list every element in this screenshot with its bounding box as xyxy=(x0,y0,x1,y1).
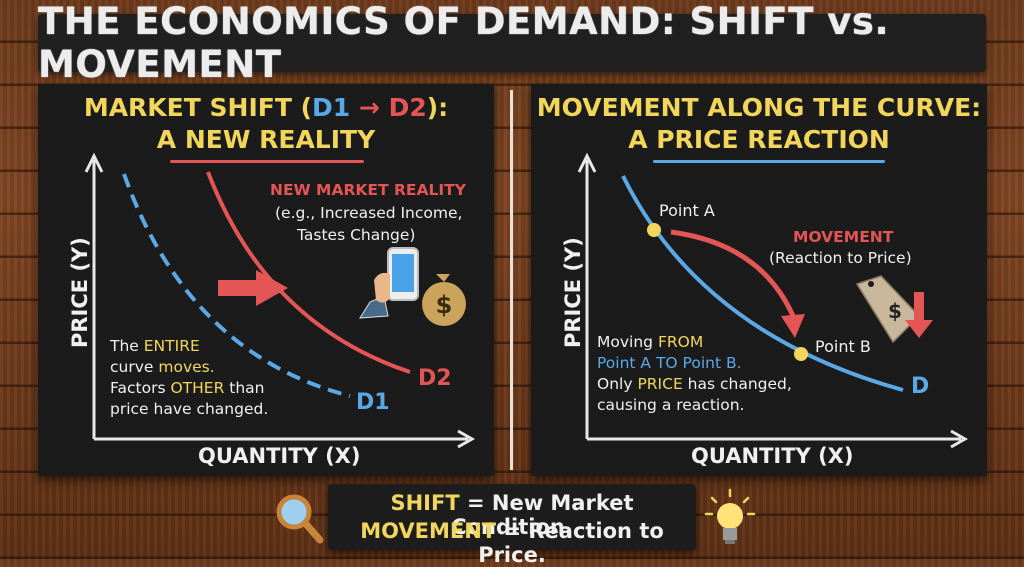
d2-label: D2 xyxy=(418,366,452,391)
movement-note-line1-a: Moving xyxy=(597,333,658,351)
magnifier-icon xyxy=(276,494,324,544)
movement-panel-title-line2: A PRICE REACTION xyxy=(628,125,890,154)
d1-label: D1 xyxy=(356,390,390,415)
movement-y-axis-label: PRICE (Y) xyxy=(561,237,585,348)
title-banner: THE ECONOMICS OF DEMAND: SHIFT vs. MOVEM… xyxy=(38,0,986,86)
movement-arrow xyxy=(670,229,796,318)
shift-note-line2-b: moves. xyxy=(158,358,215,376)
movement-note-line3-c: has changed, xyxy=(682,375,792,393)
movement-y-axis-arrowhead xyxy=(577,152,597,173)
demand-curve-d xyxy=(621,175,904,392)
shift-arrow-icon xyxy=(218,270,288,306)
movement-note-line3-a: Only xyxy=(597,375,638,393)
shift-title-prefix: MARKET SHIFT ( xyxy=(83,93,313,122)
shift-note-line2: curve moves. xyxy=(110,357,268,378)
panel-divider xyxy=(510,90,513,470)
svg-text:$: $ xyxy=(888,299,902,323)
shift-panel-title-line2: A NEW REALITY xyxy=(156,125,376,154)
summary-box: SHIFT = New Market Condition. MOVEMENT =… xyxy=(328,484,696,567)
movement-note-line4: causing a reaction. xyxy=(597,396,745,414)
point-a-marker xyxy=(647,223,661,237)
shift-title-suffix: ): xyxy=(426,93,449,122)
movement-sublabel: (Reaction to Price) xyxy=(769,249,912,267)
summary-shift-definition: = New Market Condition. xyxy=(451,491,634,539)
shift-title-underline xyxy=(170,160,364,163)
shift-y-axis-arrowhead xyxy=(84,152,104,173)
movement-note-line1: Moving FROM xyxy=(597,332,792,353)
point-b-label: Point B xyxy=(815,337,871,356)
shift-title-d1: D1 xyxy=(312,93,351,122)
summary-line-2: MOVEMENT = Reaction to Price. xyxy=(328,519,696,567)
summary-movement-definition: = Reaction to Price. xyxy=(478,519,664,567)
shift-note-line1-a: The xyxy=(110,337,144,355)
movement-x-axis-arrowhead xyxy=(950,429,969,449)
demand-curve-d1 xyxy=(122,173,351,398)
shift-x-axis-label: QUANTITY (X) xyxy=(198,444,361,468)
shift-note-line3: Factors OTHER than xyxy=(110,378,268,399)
movement-chart: $ xyxy=(577,152,969,449)
shift-panel: MARKET SHIFT (D1 → D2): A NEW REALITY $ xyxy=(38,84,494,476)
d-label: D xyxy=(911,374,930,399)
summary-movement-term: MOVEMENT xyxy=(360,519,497,543)
shift-title-arrow-icon: → xyxy=(358,93,380,122)
shift-note-line3-b: OTHER xyxy=(170,379,225,397)
point-b-marker xyxy=(794,347,808,361)
movement-note-line2: Point A TO Point B. xyxy=(597,354,742,372)
movement-x-axis-label: QUANTITY (X) xyxy=(691,444,854,468)
shift-explanation: The ENTIRE curve moves. Factors OTHER th… xyxy=(110,336,268,420)
shift-note-line4: price have changed. xyxy=(110,400,269,418)
movement-arrowhead xyxy=(781,314,805,338)
shift-x-axis-arrowhead xyxy=(457,429,476,449)
movement-note-line1-b: FROM xyxy=(657,333,704,351)
point-a-label: Point A xyxy=(659,201,715,220)
movement-title-underline xyxy=(653,160,885,163)
down-arrow-icon xyxy=(905,292,933,338)
shift-note-line1-b: ENTIRE xyxy=(143,337,200,355)
movement-note-line3: Only PRICE has changed, xyxy=(597,374,792,395)
smartphone-icon xyxy=(359,247,419,319)
movement-note-line3-b: PRICE xyxy=(637,375,683,393)
movement-panel: MOVEMENT ALONG THE CURVE: A PRICE REACTI… xyxy=(531,84,987,476)
money-bag-icon: $ xyxy=(422,274,466,326)
shift-note-line1: The ENTIRE xyxy=(110,336,268,357)
shift-panel-title-line1: MARKET SHIFT (D1 → D2): xyxy=(38,92,494,123)
lightbulb-icon xyxy=(704,488,756,544)
movement-explanation: Moving FROM Point A TO Point B. Only PRI… xyxy=(597,332,792,416)
new-market-reality-line2: Tastes Change) xyxy=(297,226,416,244)
shift-y-axis-label: PRICE (Y) xyxy=(68,237,92,348)
price-tag-icon: $ xyxy=(855,275,921,344)
new-market-reality-line1: (e.g., Increased Income, xyxy=(275,204,463,222)
summary-line-1: SHIFT = New Market Condition. xyxy=(328,491,696,539)
svg-text:$: $ xyxy=(436,291,453,319)
shift-note-line2-a: curve xyxy=(110,358,159,376)
shift-note-line3-c: than xyxy=(224,379,265,397)
summary-shift-term: SHIFT xyxy=(390,491,460,515)
page-title: THE ECONOMICS OF DEMAND: SHIFT vs. MOVEM… xyxy=(38,0,889,86)
shift-note-line3-a: Factors xyxy=(110,379,171,397)
demand-curve-d2 xyxy=(206,171,411,374)
movement-panel-title-line1: MOVEMENT ALONG THE CURVE: xyxy=(536,93,982,122)
movement-label: MOVEMENT xyxy=(793,228,894,246)
new-market-reality-title: NEW MARKET REALITY xyxy=(270,181,466,199)
shift-chart: $ xyxy=(84,152,476,449)
shift-title-d2: D2 xyxy=(388,93,427,122)
